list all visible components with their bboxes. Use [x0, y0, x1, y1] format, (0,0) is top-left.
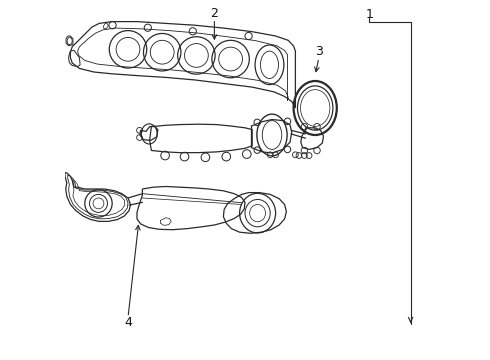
- Text: 3: 3: [315, 45, 323, 58]
- Text: 2: 2: [211, 7, 219, 20]
- Text: 1: 1: [365, 8, 373, 21]
- Text: 4: 4: [124, 316, 132, 329]
